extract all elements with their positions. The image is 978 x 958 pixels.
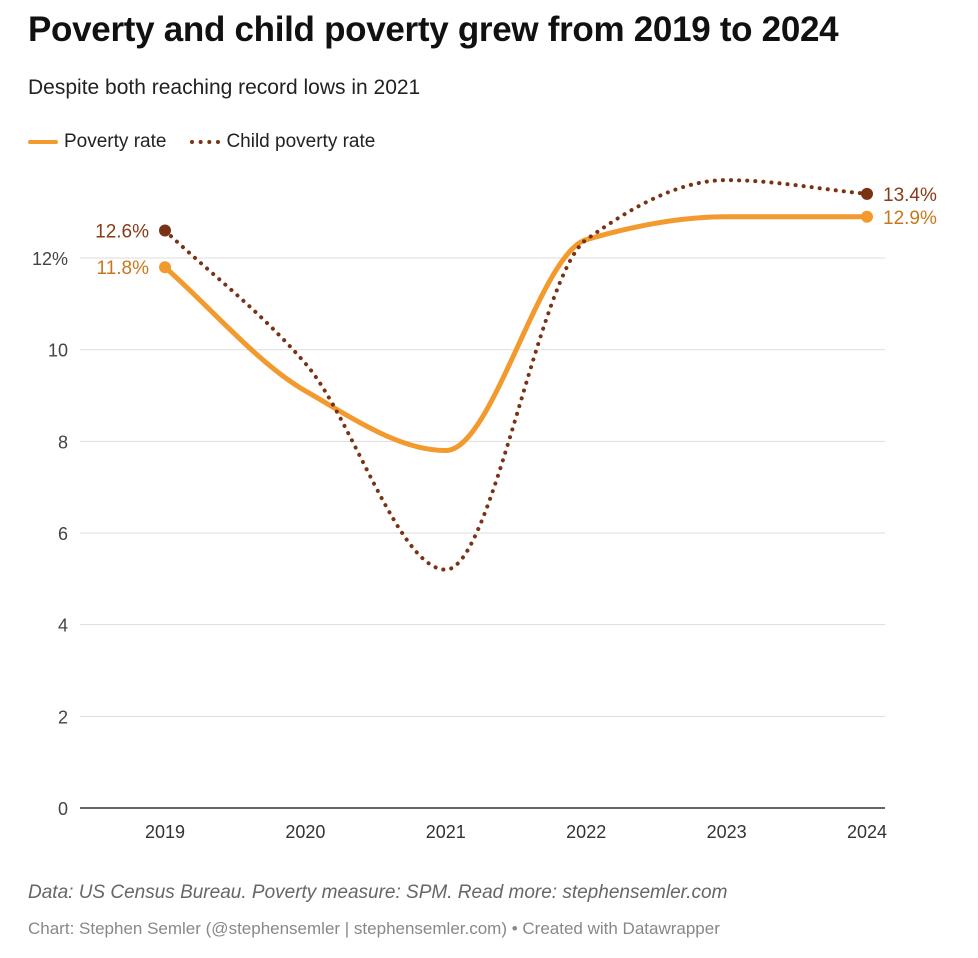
legend-label-child: Child poverty rate	[226, 131, 376, 152]
point-start-child	[159, 224, 171, 237]
x-tick-label: 2022	[566, 822, 606, 842]
x-tick-label: 2020	[285, 822, 325, 842]
legend: Poverty rate Child poverty rate	[28, 131, 375, 153]
y-tick-label: 2	[58, 707, 68, 727]
point-end-child	[861, 187, 873, 200]
end-label-poverty: 12.9%	[883, 208, 937, 229]
start-label-poverty: 11.8%	[97, 258, 150, 279]
source-note: Data: US Census Bureau. Poverty measure:…	[28, 882, 728, 903]
x-tick-label: 2023	[707, 822, 747, 842]
start-label-child: 12.6%	[95, 222, 149, 243]
chart-title: Poverty and child poverty grew from 2019…	[28, 10, 839, 49]
y-tick-label: 4	[58, 616, 68, 636]
y-tick-label: 6	[58, 524, 68, 544]
series-line-poverty	[162, 214, 870, 454]
credit-note: Chart: Stephen Semler (@stephensemler | …	[28, 919, 720, 938]
point-end-poverty	[861, 210, 873, 223]
legend-label-poverty: Poverty rate	[64, 131, 167, 152]
y-tick-label: 8	[58, 432, 68, 452]
y-tick-label: 12%	[32, 249, 68, 269]
x-tick-label: 2024	[847, 822, 887, 842]
chart-subtitle: Despite both reaching record lows in 202…	[28, 76, 421, 99]
point-start-poverty	[159, 261, 171, 274]
series-line-child	[163, 178, 869, 572]
x-tick-label: 2021	[426, 822, 466, 842]
legend-swatch-child	[190, 140, 221, 144]
x-tick-label: 2019	[145, 822, 185, 842]
legend-swatch-poverty	[28, 140, 58, 144]
y-tick-label: 0	[58, 799, 68, 819]
end-label-child: 13.4%	[883, 185, 937, 206]
y-tick-label: 10	[48, 341, 68, 361]
